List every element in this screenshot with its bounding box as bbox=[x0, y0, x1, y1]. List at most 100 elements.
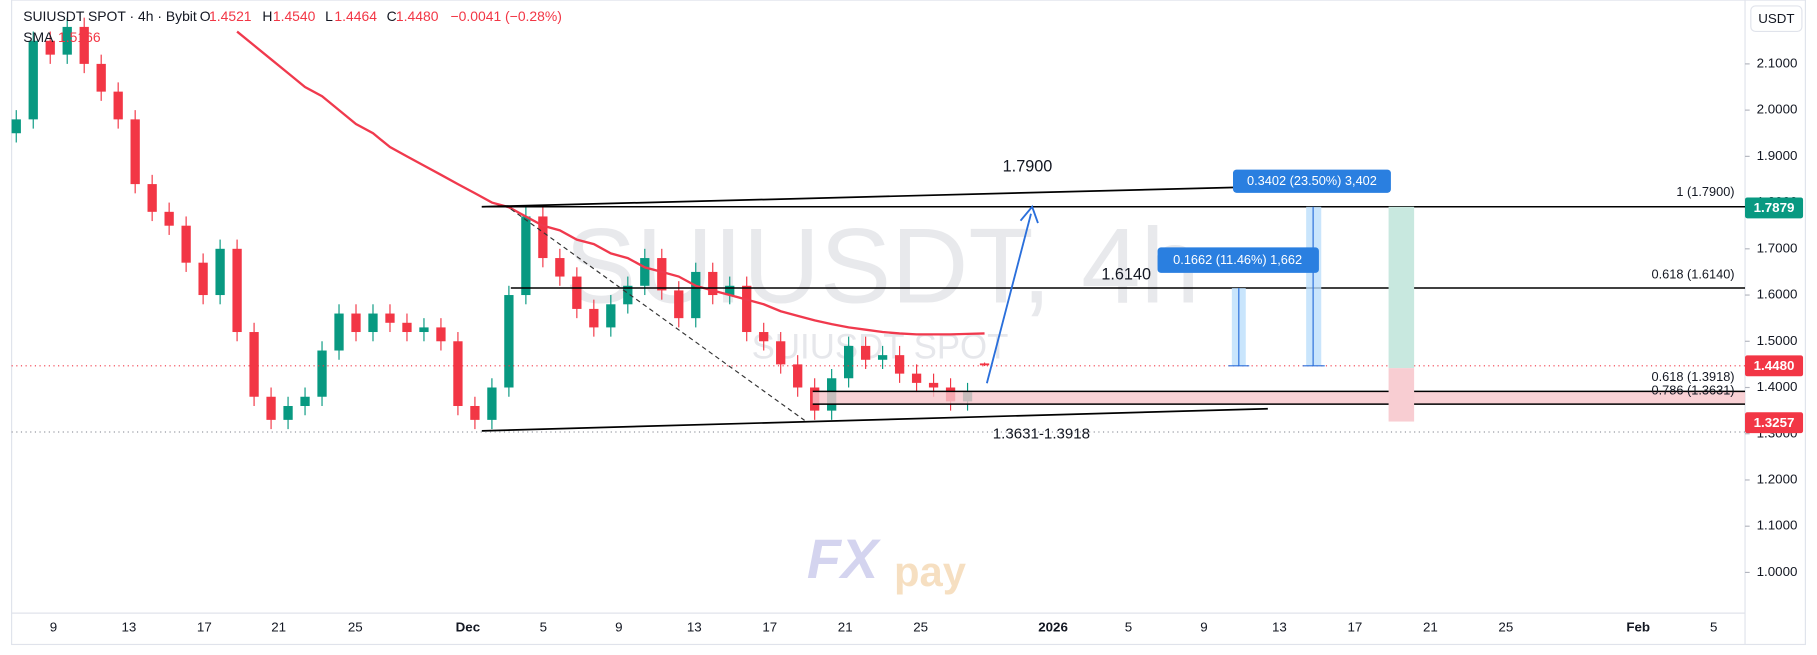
x-tick-label: 13 bbox=[687, 620, 702, 635]
candle-body bbox=[164, 211, 174, 226]
currency[interactable]: USDT bbox=[1758, 11, 1794, 26]
x-tick-label: 25 bbox=[1498, 620, 1513, 635]
price-tag bbox=[1745, 197, 1804, 219]
measure-label: 0.3402 (23.50%) 3,402 bbox=[1247, 173, 1377, 188]
y-tick-label: 1.9000 bbox=[1757, 148, 1798, 163]
candle-body bbox=[283, 405, 293, 420]
ohlc-label: L bbox=[325, 8, 333, 24]
x-tick-label: Dec bbox=[456, 620, 481, 635]
candle-body bbox=[538, 216, 548, 259]
candle-body bbox=[113, 91, 123, 120]
x-tick-label: 25 bbox=[348, 620, 363, 635]
symbol: SUIUSDT SPOT · 4h · Bybit bbox=[23, 8, 197, 24]
candle-body bbox=[45, 40, 55, 55]
candle-body bbox=[487, 387, 497, 420]
zone-label: 1.3631-1.3918 bbox=[993, 425, 1090, 442]
measure-box bbox=[1157, 247, 1319, 273]
candle-body bbox=[691, 271, 701, 319]
candle-body bbox=[674, 290, 684, 319]
y-tick-label: 2.1000 bbox=[1757, 55, 1798, 70]
ohlc-value: 1.4480 bbox=[396, 8, 439, 24]
fib-label: 1 (1.7900) bbox=[1676, 184, 1734, 199]
level-label: 1.7900 bbox=[1003, 158, 1053, 176]
candle-body bbox=[266, 396, 276, 420]
candle-body bbox=[198, 262, 208, 296]
x-tick-label: 5 bbox=[1125, 620, 1132, 635]
trend-line bbox=[481, 407, 1268, 432]
candle-body bbox=[368, 313, 378, 333]
fib-label: 0.618 (1.6140) bbox=[1652, 267, 1735, 282]
candle-body bbox=[130, 119, 140, 185]
sma-label: SMA bbox=[23, 29, 54, 45]
y-tick-label: 1.5000 bbox=[1757, 333, 1798, 348]
y-tick-label: 1.6000 bbox=[1757, 287, 1798, 302]
measure-box bbox=[1233, 169, 1391, 193]
x-tick-label: 9 bbox=[615, 620, 622, 635]
x-tick-label: 17 bbox=[762, 620, 777, 635]
candle-body bbox=[470, 405, 480, 420]
y-tick-label: 1.2000 bbox=[1757, 471, 1798, 486]
x-tick-label: 13 bbox=[121, 620, 136, 635]
y-tick-label: 1.7000 bbox=[1757, 240, 1798, 255]
ohlc-label: C bbox=[387, 8, 397, 24]
candle-body bbox=[708, 271, 718, 296]
y-tick-label: 1.1000 bbox=[1757, 518, 1798, 533]
candle-body bbox=[877, 355, 888, 360]
candle-body bbox=[640, 258, 650, 286]
candle-body bbox=[317, 350, 327, 397]
candle-body bbox=[742, 285, 752, 333]
price-tag bbox=[1745, 355, 1804, 377]
candle-body bbox=[911, 373, 922, 383]
x-tick-label: Feb bbox=[1626, 620, 1650, 635]
candle-body bbox=[300, 396, 310, 406]
candle-body bbox=[844, 345, 854, 379]
ohlc-label: O bbox=[200, 8, 211, 24]
price-tag-label: 1.4480 bbox=[1754, 358, 1795, 373]
candle-body bbox=[147, 184, 157, 212]
candle-body bbox=[215, 248, 225, 296]
candle-body bbox=[96, 63, 106, 92]
candle-body bbox=[623, 285, 633, 305]
dashed-line bbox=[510, 208, 805, 421]
price-tag bbox=[1745, 412, 1804, 434]
candle-body bbox=[351, 313, 361, 333]
candle-body bbox=[334, 313, 344, 351]
candle-body bbox=[504, 295, 514, 388]
fib-label: 0.786 (1.3631) bbox=[1652, 383, 1735, 398]
x-tick-label: 9 bbox=[50, 620, 57, 635]
ohlc-value: 1.4521 bbox=[209, 8, 252, 24]
candle-body bbox=[572, 276, 582, 309]
fib-label: 0.618 (1.3918) bbox=[1652, 369, 1735, 384]
x-tick-label: 17 bbox=[197, 620, 212, 635]
target-zone bbox=[1388, 206, 1415, 369]
ohlc-label: H bbox=[262, 8, 272, 24]
candle-body bbox=[860, 345, 871, 360]
candle-body bbox=[249, 332, 259, 397]
measure-label: 0.1662 (11.46%) 1,662 bbox=[1173, 252, 1302, 267]
x-tick-label: 21 bbox=[1423, 620, 1438, 635]
watermark: SUIUSDT, 4h bbox=[565, 205, 1200, 325]
projection-arrow bbox=[985, 213, 1032, 384]
candle-body bbox=[776, 341, 786, 365]
candle-body bbox=[725, 285, 735, 296]
support-zone bbox=[812, 391, 1746, 405]
candle-body bbox=[232, 248, 242, 333]
change: −0.0041 (−0.28%) bbox=[450, 8, 561, 24]
level-label: 1.6140 bbox=[1101, 266, 1151, 284]
x-tick-label: 21 bbox=[838, 620, 853, 635]
candle-body bbox=[402, 322, 412, 333]
logo-pay: pay bbox=[894, 548, 967, 595]
ohlc-value: 1.4540 bbox=[273, 8, 316, 24]
candle-body bbox=[521, 216, 531, 296]
price-tag-label: 1.3257 bbox=[1754, 415, 1795, 430]
candle-body bbox=[589, 308, 599, 328]
candle-body bbox=[606, 304, 616, 328]
currency-button[interactable] bbox=[1750, 5, 1803, 33]
candle-body bbox=[657, 258, 667, 291]
candle-body bbox=[979, 363, 990, 366]
candle-body bbox=[928, 382, 939, 388]
x-tick-label: 9 bbox=[1200, 620, 1207, 635]
sma-value: 1.5166 bbox=[58, 29, 101, 45]
